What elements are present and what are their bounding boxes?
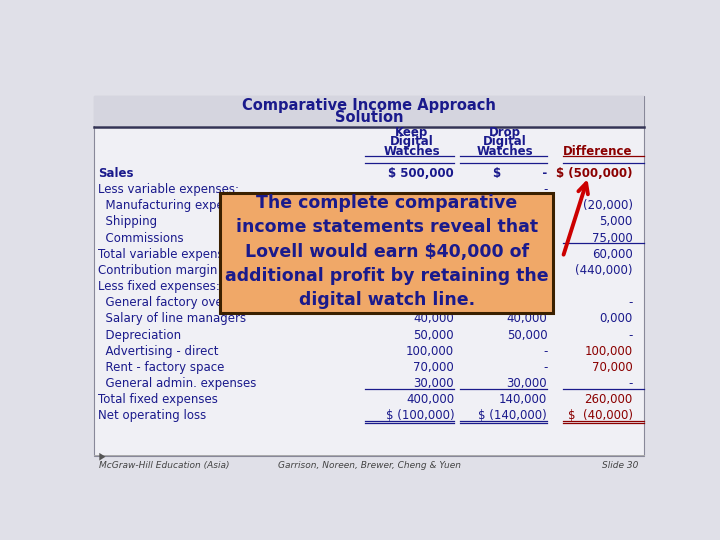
Text: 170,000: 170,000 [499, 296, 547, 309]
Text: 50,000: 50,000 [413, 215, 454, 228]
Text: 100,000: 100,000 [406, 199, 454, 212]
Text: Keep: Keep [395, 126, 428, 139]
Text: Contribution margin: Contribution margin [98, 264, 217, 277]
Text: Digital: Digital [482, 136, 526, 148]
Text: -: - [628, 296, 632, 309]
Text: Manufacturing expenses: Manufacturing expenses [98, 199, 251, 212]
Text: 165,000: 165,000 [499, 248, 547, 261]
Text: -: - [543, 183, 547, 196]
Text: 50,000: 50,000 [507, 328, 547, 342]
Text: $ (140,000): $ (140,000) [479, 409, 547, 422]
Text: 400,000: 400,000 [406, 393, 454, 406]
Text: Net operating loss: Net operating loss [98, 409, 206, 422]
Text: 0,000: 0,000 [599, 313, 632, 326]
FancyArrowPatch shape [564, 183, 588, 255]
Bar [94, 96, 644, 456]
Text: 70,000: 70,000 [592, 361, 632, 374]
Text: -: - [628, 377, 632, 390]
Bar [220, 193, 554, 313]
Text: (440,000): (440,000) [575, 264, 632, 277]
Text: 40,000: 40,000 [413, 313, 454, 326]
Text: Total variable expenses: Total variable expenses [98, 248, 237, 261]
Text: 45,000: 45,000 [506, 215, 547, 228]
Text: $ (500,000): $ (500,000) [556, 167, 632, 180]
Text: The complete comparative
income statements reveal that
Lovell would earn $40,000: The complete comparative income statemen… [225, 194, 549, 309]
Text: 75,000: 75,000 [592, 232, 632, 245]
Text: 30,000: 30,000 [413, 377, 454, 390]
Text: 60,000: 60,000 [592, 248, 632, 261]
Text: $ (100,000): $ (100,000) [386, 409, 454, 422]
Text: -: - [628, 328, 632, 342]
Text: Drop: Drop [489, 126, 521, 139]
Text: Comparative Income Approach: Comparative Income Approach [242, 98, 496, 113]
Text: General factory overhead: General factory overhead [98, 296, 257, 309]
Text: Less variable expenses:: Less variable expenses: [98, 183, 239, 196]
Text: Difference: Difference [563, 145, 632, 158]
Text: (165,000): (165,000) [490, 264, 547, 277]
Text: Salary of line managers: Salary of line managers [98, 313, 246, 326]
Text: Rent - factory space: Rent - factory space [98, 361, 224, 374]
Text: 40,000: 40,000 [506, 313, 547, 326]
Text: -: - [543, 361, 547, 374]
Text: Shipping: Shipping [98, 215, 157, 228]
Text: General admin. expenses: General admin. expenses [98, 377, 256, 390]
Text: Total fixed expenses: Total fixed expenses [98, 393, 217, 406]
Text: Garrison, Noreen, Brewer, Cheng & Yuen: Garrison, Noreen, Brewer, Cheng & Yuen [277, 461, 461, 470]
Text: Advertising - direct: Advertising - direct [98, 345, 218, 357]
Text: 100,000: 100,000 [406, 345, 454, 357]
Text: Less fixed expenses:: Less fixed expenses: [98, 280, 220, 293]
Text: (20,000): (20,000) [582, 199, 632, 212]
Text: 30,000: 30,000 [507, 377, 547, 390]
Text: 170,000: 170,000 [406, 296, 454, 309]
Text: $ 500,000: $ 500,000 [389, 167, 454, 180]
Text: Commissions: Commissions [98, 232, 184, 245]
Text: 100,000: 100,000 [585, 345, 632, 357]
Text: Sales: Sales [98, 167, 133, 180]
Text: McGraw-Hill Education (Asia): McGraw-Hill Education (Asia) [99, 461, 230, 470]
Text: 225,000: 225,000 [406, 248, 454, 261]
Text: 5,000: 5,000 [599, 215, 632, 228]
Text: Digital: Digital [390, 136, 433, 148]
Text: Depreciation: Depreciation [98, 328, 181, 342]
Polygon shape [99, 453, 106, 461]
Text: $          -: $ - [493, 167, 547, 180]
Bar [94, 96, 644, 126]
Text: -: - [543, 232, 547, 245]
Text: -: - [543, 345, 547, 357]
Text: Slide 30: Slide 30 [603, 461, 639, 470]
Text: Solution: Solution [335, 110, 403, 125]
Text: 260,000: 260,000 [584, 393, 632, 406]
Text: 75,000: 75,000 [413, 232, 454, 245]
Text: 275,000: 275,000 [406, 264, 454, 277]
Text: 140,000: 140,000 [499, 393, 547, 406]
Text: Watches: Watches [477, 145, 533, 158]
Text: $  (40,000): $ (40,000) [567, 409, 632, 422]
Text: 120,000: 120,000 [499, 199, 547, 212]
Text: Watches: Watches [383, 145, 440, 158]
Text: 70,000: 70,000 [413, 361, 454, 374]
Text: 50,000: 50,000 [413, 328, 454, 342]
